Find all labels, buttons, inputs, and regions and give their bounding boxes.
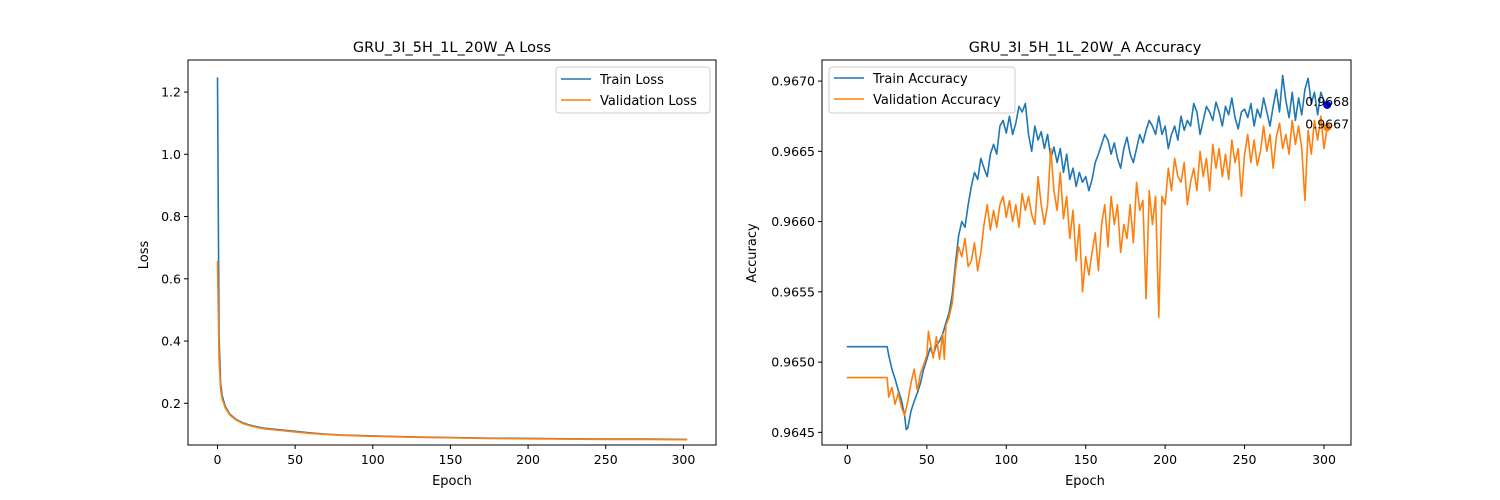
accuracy-x-tick-label: 0 [843,452,851,467]
loss-x-tick-label: 50 [287,452,303,467]
accuracy-x-tick-label: 100 [994,452,1018,467]
accuracy-y-tick-label: 0.9665 [771,144,815,159]
loss-legend-label-validation: Validation Loss [600,94,697,109]
loss-x-tick-label: 300 [671,452,695,467]
loss-x-tick-label: 100 [361,452,385,467]
accuracy-legend: Train Accuracy Validation Accuracy [828,66,1016,114]
accuracy-series-validation [846,115,1328,417]
accuracy-final-value-annotations: 0.9668 0.9667 [1305,94,1349,132]
accuracy-legend-label-train: Train Accuracy [872,72,968,87]
accuracy-y-tick-label: 0.9670 [771,74,815,89]
loss-y-tick-label: 0.4 [161,334,181,349]
accuracy-final-marker-validation [1323,123,1332,132]
accuracy-plot-frame [821,59,1352,446]
accuracy-y-tick-label: 0.9660 [771,214,815,229]
accuracy-y-axis-label: Accuracy [745,223,760,283]
accuracy-x-tick-label: 50 [919,452,935,467]
loss-y-tick-label: 0.8 [161,209,181,224]
loss-chart: GRU_3I_5H_1L_20W_A Loss Epoch Loss 0 50 10… [137,40,717,489]
loss-series-lines [216,77,688,441]
accuracy-axis-ticks: 0 50 100 150 200 250 300 0.9645 0.9650 0.9655 0.96… [771,74,1336,467]
accuracy-x-tick-label: 250 [1233,452,1257,467]
loss-x-tick-label: 200 [516,452,540,467]
accuracy-x-axis-label: Epoch [1065,474,1105,489]
accuracy-x-tick-label: 300 [1312,452,1336,467]
loss-y-tick-label: 1.2 [161,85,181,100]
loss-x-tick-label: 0 [214,452,222,467]
loss-legend-label-train: Train Loss [599,73,664,88]
loss-x-tick-label: 150 [439,452,463,467]
accuracy-legend-label-validation: Validation Accuracy [873,93,1001,108]
loss-y-axis-label: Loss [137,241,152,270]
loss-y-tick-label: 0.6 [161,271,181,286]
accuracy-x-tick-label: 200 [1153,452,1177,467]
loss-plot-frame [187,59,717,446]
accuracy-y-tick-label: 0.9655 [771,284,815,299]
accuracy-series-lines [846,74,1328,431]
accuracy-chart: GRU_3I_5H_1L_20W_A Accuracy Epoch Accura… [745,40,1352,489]
loss-x-axis-label: Epoch [432,474,472,489]
loss-axis-ticks: 0 50 100 150 200 250 300 0.2 0.4 0.6 0.8 1.0 1.2 [161,85,695,467]
loss-y-tick-label: 1.0 [161,147,181,162]
loss-legend-box [555,66,711,114]
accuracy-chart-title: GRU_3I_5H_1L_20W_A Accuracy [969,40,1202,56]
accuracy-x-tick-label: 150 [1074,452,1098,467]
accuracy-final-value-label-validation: 0.9667 [1305,116,1349,131]
accuracy-final-value-label-train: 0.9668 [1305,94,1349,109]
loss-chart-title: GRU_3I_5H_1L_20W_A Loss [353,40,551,56]
accuracy-final-marker-train [1323,100,1332,109]
loss-x-tick-label: 250 [594,452,618,467]
loss-y-tick-label: 0.2 [161,396,181,411]
accuracy-legend-box [828,66,1016,114]
accuracy-series-train [846,74,1328,431]
loss-legend: Train Loss Validation Loss [555,66,711,114]
accuracy-y-tick-label: 0.9650 [771,355,815,370]
accuracy-y-tick-label: 0.9645 [771,425,815,440]
loss-series-validation [216,260,688,441]
